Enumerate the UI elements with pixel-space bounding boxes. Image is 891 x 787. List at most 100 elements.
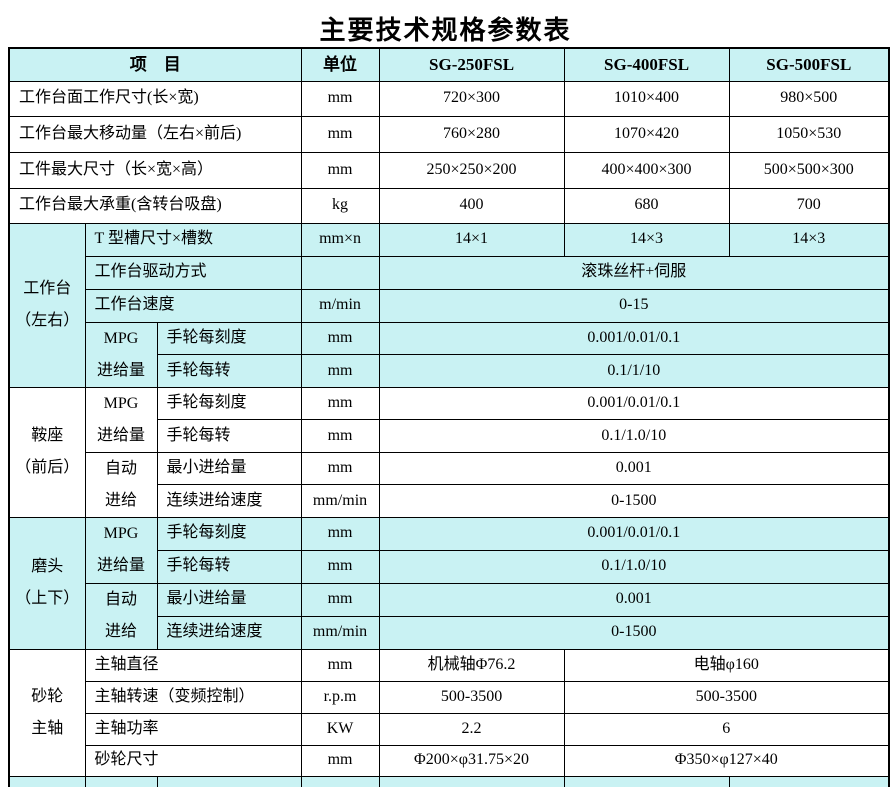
value-cell: 700	[728, 187, 890, 224]
value-cell: 0.001	[378, 451, 890, 485]
value-cell: 0.1/1.0/10	[378, 419, 890, 453]
table-row: 工作台面工作尺寸(长×宽) mm 720×300 1010×400 980×500	[8, 80, 890, 117]
group-label-worktable: 工作台 （左右）	[8, 222, 86, 388]
value-cell: 400	[378, 187, 565, 224]
value-cell: 6	[563, 712, 890, 746]
group-label-wheel-spindle: 砂轮 主轴	[8, 648, 86, 777]
table-row: 鞍座 （前后） MPG 进给量 手轮每刻度 mm 0.001/0.01/0.1	[8, 386, 890, 518]
group-label-grinding-head: 磨头 （上下）	[8, 516, 86, 650]
group-label-mpg-feed: MPG 进给量	[84, 386, 158, 453]
table-row: 连续进给速度 mm/min 0-1500	[9, 615, 890, 650]
page-title: 主要技术规格参数表	[319, 16, 572, 45]
row-label: 工作台速度	[84, 288, 302, 323]
table-row: 工作台最大移动量（左右×前后) mm 760×280 1070×420 1050×530	[8, 115, 890, 153]
strip-cell	[300, 775, 380, 787]
value-cell: 0-1500	[378, 615, 890, 650]
unit-cell: mm	[300, 321, 380, 355]
header-item: 项 目	[8, 47, 302, 82]
group-label-mpg-feed: MPG 进给量	[84, 321, 158, 388]
row-label: 手轮每转	[156, 419, 302, 453]
table-row: 自动 进给 最小进给量 mm 0.001	[9, 451, 890, 518]
row-label: 主轴转速（变频控制）	[84, 680, 302, 714]
group-label-mpg-feed: MPG 进给量	[84, 516, 158, 584]
group-label-saddle: 鞍座 （前后）	[8, 386, 86, 518]
unit-cell: mm	[300, 451, 380, 485]
value-cell: 250×250×200	[378, 151, 565, 189]
row-label: 连续进给速度	[156, 484, 302, 518]
value-cell: 500-3500	[563, 680, 890, 714]
table-row: 工件最大尺寸（长×宽×高） mm 250×250×200 400×400×300 500…	[8, 151, 890, 189]
value-cell: 760×280	[378, 115, 565, 153]
value-cell: 电轴φ160	[563, 648, 890, 682]
spec-table-body: 项 目单位 SG-250FSL SG-400FSL SG-500FSL 工作台面工作尺寸…	[8, 47, 890, 787]
strip-cell	[84, 775, 158, 787]
value-cell: 机械轴Φ76.2	[378, 648, 565, 682]
row-label: 手轮每刻度	[156, 321, 302, 355]
header-model-sg-250fsl: SG-250FSL	[378, 47, 565, 82]
value-cell: 980×500	[728, 80, 890, 117]
unit-cell: mm	[300, 582, 380, 617]
row-label: 手轮每转	[156, 549, 302, 584]
value-cell: 500-3500	[378, 680, 565, 714]
header-unit: 单位	[300, 47, 380, 82]
strip-cell	[563, 775, 730, 787]
table-row: 手轮每转 mm 0.1/1.0/10	[9, 549, 890, 584]
unit-cell: mm/min	[300, 615, 380, 650]
row-label: T 型槽尺寸×槽数	[84, 222, 302, 257]
row-label: 主轴功率	[84, 712, 302, 746]
value-cell: 0.001/0.01/0.1	[378, 386, 890, 420]
value-cell: 0.1/1.0/10	[378, 549, 890, 584]
table-row: 手轮每转 mm 0.1/1.0/10	[9, 419, 890, 453]
value-cell: 680	[563, 187, 730, 224]
value-cell: Φ200×φ31.75×20	[378, 744, 565, 777]
unit-cell: mm	[300, 648, 380, 682]
table-row: 项 目单位 SG-250FSL SG-400FSL SG-500FSL	[8, 47, 890, 82]
row-label: 手轮每刻度	[156, 516, 302, 551]
value-cell: 0-15	[378, 288, 890, 323]
table-row: MPG 进给量 手轮每刻度 mm 0.001/0.01/0.1	[9, 321, 890, 388]
unit-cell: mm	[300, 80, 380, 117]
header-model-sg-400fsl: SG-400FSL	[563, 47, 730, 82]
unit-cell: kg	[300, 187, 380, 224]
value-cell: 1050×530	[728, 115, 890, 153]
header-model-sg-500fsl: SG-500FSL	[728, 47, 890, 82]
unit-cell: mm	[300, 549, 380, 584]
value-cell: 720×300	[378, 80, 565, 117]
table-row: 主轴功率 KW 2.2 6	[9, 712, 890, 746]
value-cell: 滚珠丝杆+伺服	[378, 255, 890, 290]
row-label: 手轮每刻度	[156, 386, 302, 420]
row-label: 工作台驱动方式	[84, 255, 302, 290]
row-label: 最小进给量	[156, 582, 302, 617]
value-cell: 0.001	[378, 582, 890, 617]
value-cell: 0-1500	[378, 484, 890, 518]
unit-cell: mm	[300, 516, 380, 551]
table-row: 工作台 （左右） T 型槽尺寸×槽数 mm×n 14×1 14×3 14×3	[8, 222, 890, 388]
value-cell: 0.1/1/10	[378, 354, 890, 388]
unit-cell: mm/min	[300, 484, 380, 518]
strip-cell	[8, 775, 86, 787]
value-cell: Φ350×φ127×40	[563, 744, 890, 777]
table-row: 主轴转速（变频控制） r.p.m 500-3500 500-3500	[9, 680, 890, 714]
value-cell: 0.001/0.01/0.1	[378, 321, 890, 355]
row-label: 工作台面工作尺寸(长×宽)	[8, 80, 302, 117]
value-cell: 14×1	[378, 222, 565, 257]
strip-cell	[728, 775, 890, 787]
unit-cell: mm	[300, 744, 380, 777]
value-cell: 14×3	[563, 222, 730, 257]
value-cell: 400×400×300	[563, 151, 730, 189]
table-row: 工作台驱动方式 滚珠丝杆+伺服	[9, 255, 890, 290]
unit-cell: m/min	[300, 288, 380, 323]
unit-cell	[300, 255, 380, 290]
value-cell: 2.2	[378, 712, 565, 746]
row-label: 主轴直径	[84, 648, 302, 682]
unit-cell: mm	[300, 115, 380, 153]
unit-cell: mm	[300, 354, 380, 388]
value-cell: 1010×400	[563, 80, 730, 117]
unit-cell: mm	[300, 419, 380, 453]
strip-cell	[378, 775, 565, 787]
table-row: 工作台速度 m/min 0-15	[9, 288, 890, 323]
unit-cell: KW	[300, 712, 380, 746]
unit-cell: mm	[300, 386, 380, 420]
row-label: 工件最大尺寸（长×宽×高）	[8, 151, 302, 189]
